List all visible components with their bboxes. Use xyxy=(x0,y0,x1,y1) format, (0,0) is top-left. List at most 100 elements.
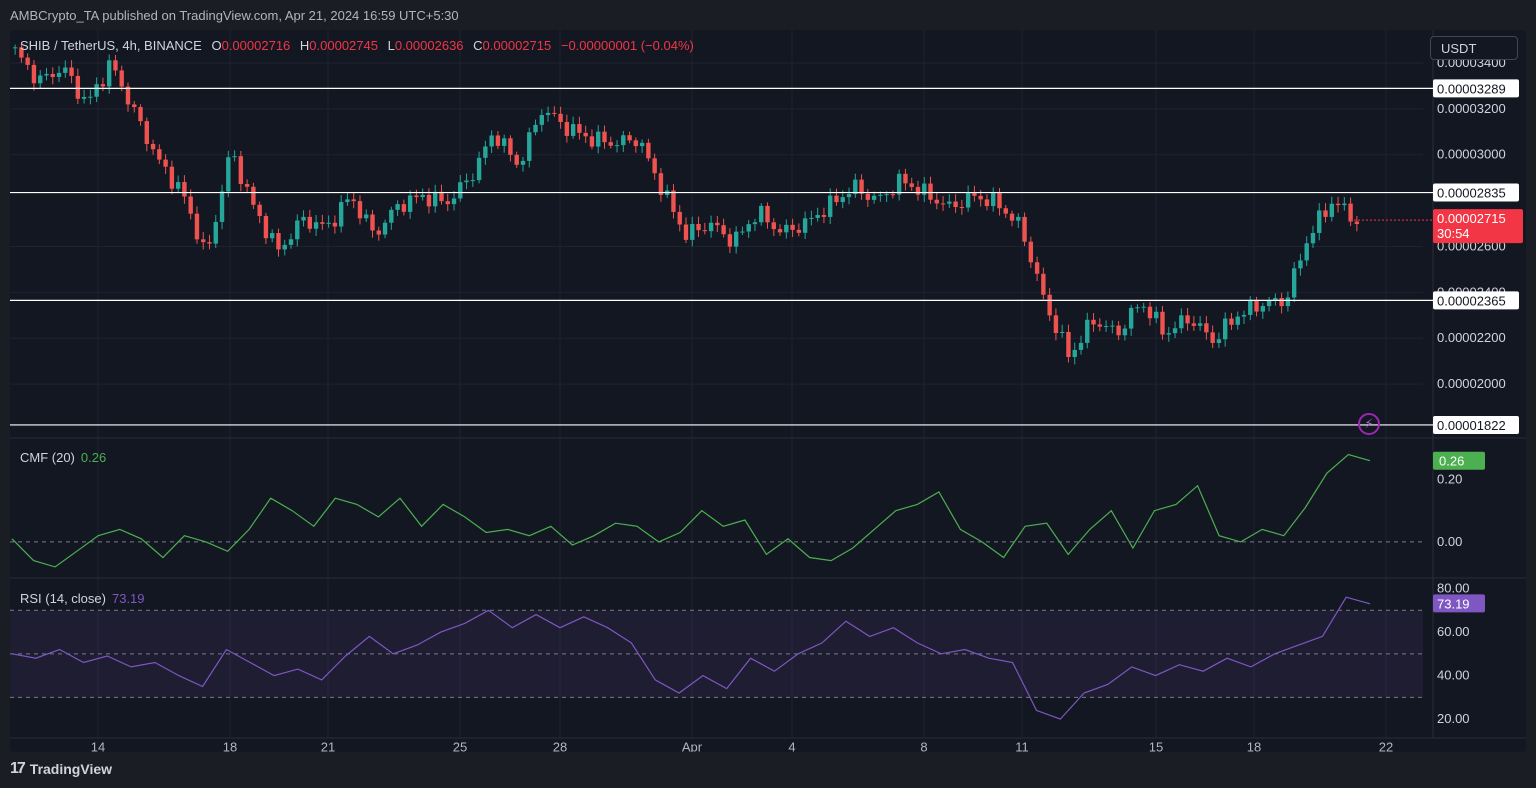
open-label: O xyxy=(211,38,222,53)
candle-body xyxy=(1216,339,1222,343)
candle-body xyxy=(276,233,281,250)
level-label-bg xyxy=(1433,183,1519,202)
candle-body xyxy=(545,112,551,116)
candle-body xyxy=(345,199,350,203)
candle-body xyxy=(75,75,81,99)
candle-body xyxy=(370,214,375,231)
candle-body xyxy=(614,145,620,147)
rsi-title[interactable]: RSI (14, close) xyxy=(20,591,106,606)
candle-body xyxy=(238,156,244,185)
candle-body xyxy=(702,230,708,232)
candle-body xyxy=(903,173,908,184)
candle-body xyxy=(922,183,927,195)
candle-body xyxy=(426,194,432,207)
candle-body xyxy=(1047,294,1052,316)
candle-body xyxy=(489,135,494,147)
candle-body xyxy=(194,213,200,240)
candle-body xyxy=(270,233,275,239)
candle-body xyxy=(928,183,933,200)
date-tick-label: Apr xyxy=(682,740,703,752)
candle-body xyxy=(1241,314,1247,317)
candle-body xyxy=(476,157,482,181)
rsi-current-value: 73.19 xyxy=(111,591,145,606)
candle-body xyxy=(1266,300,1272,307)
candle-body xyxy=(884,194,889,196)
candle-body xyxy=(940,203,946,205)
currency-selector[interactable]: USDT xyxy=(1430,36,1518,60)
candle-body xyxy=(1028,241,1034,263)
change-value: −0.00000001 (−0.04%) xyxy=(560,38,694,53)
candle-body xyxy=(991,191,996,207)
rsi-legend: RSI (14, close) 73.19 xyxy=(20,591,145,606)
candle-body xyxy=(639,142,645,147)
date-tick-label: 15 xyxy=(1149,740,1163,752)
rsi-tick-label: 20.00 xyxy=(1437,711,1470,726)
price-tick-label: 0.00002200 xyxy=(1437,330,1506,345)
candle-body xyxy=(407,195,413,212)
footer-brand: 17 TradingView xyxy=(10,760,112,778)
candle-body xyxy=(1034,262,1040,274)
ohlc-legend: SHIB / TetherUS, 4h, BINANCE O0.00002716… xyxy=(20,38,694,53)
candle-body xyxy=(871,195,877,200)
candle-body xyxy=(527,132,532,161)
level-label: 0.00002365 xyxy=(1437,293,1506,308)
candle-body xyxy=(1078,342,1084,350)
candle-body xyxy=(752,222,758,225)
candle-body xyxy=(1160,311,1165,335)
candle-body xyxy=(1097,324,1102,327)
candle-body xyxy=(1273,298,1278,301)
candle-body xyxy=(646,142,651,159)
candle-body xyxy=(533,124,538,133)
candle-body xyxy=(1291,268,1297,298)
candle-body xyxy=(382,222,388,235)
chart-canvas[interactable]: 14 18 21 25 28 Apr 4 8 11 15 18 220.000034000.00003… xyxy=(10,30,1526,752)
candle-body xyxy=(602,131,607,143)
candle-body xyxy=(828,195,833,217)
high-value: 0.00002745 xyxy=(309,38,378,53)
candle-body xyxy=(1179,315,1184,329)
candle-body xyxy=(445,201,450,205)
candle-body xyxy=(677,211,682,225)
candle-body xyxy=(978,195,983,200)
cmf-title[interactable]: CMF (20) xyxy=(20,450,75,465)
candle-body xyxy=(759,205,764,223)
candle-body xyxy=(338,202,344,227)
publisher-line: AMBCrypto_TA published on TradingView.co… xyxy=(10,8,459,23)
chart-frame xyxy=(10,30,1526,752)
candle-body xyxy=(984,199,990,207)
candle-body xyxy=(690,223,695,240)
candle-body xyxy=(464,180,469,183)
candle-body xyxy=(896,173,902,195)
level-label-bg xyxy=(1433,415,1519,434)
candle-body xyxy=(169,166,175,189)
candle-body xyxy=(740,231,745,233)
candle-body xyxy=(132,104,137,108)
symbol-title[interactable]: SHIB / TetherUS, 4h, BINANCE xyxy=(20,38,202,53)
candle-body xyxy=(1072,349,1077,358)
date-tick-label: 18 xyxy=(223,740,237,752)
candle-body xyxy=(251,186,256,205)
candle-body xyxy=(558,113,563,122)
candle-body xyxy=(1329,203,1334,217)
candle-body xyxy=(1141,306,1146,308)
candle-body xyxy=(263,215,269,239)
candle-body xyxy=(972,192,977,196)
lightning-bolt-icon[interactable]: ⚡ xyxy=(1358,413,1380,435)
candle-body xyxy=(163,159,168,167)
date-tick-label: 28 xyxy=(553,740,567,752)
candle-body xyxy=(627,135,632,141)
candle-body xyxy=(288,239,294,245)
candle-body xyxy=(746,224,751,232)
date-tick-label: 21 xyxy=(321,740,335,752)
candle-body xyxy=(809,217,814,219)
candle-body xyxy=(796,229,802,233)
candle-body xyxy=(1229,318,1234,325)
candle-body xyxy=(1147,306,1153,319)
candle-body xyxy=(320,222,325,224)
candle-body xyxy=(100,84,106,87)
candle-body xyxy=(909,183,914,187)
candle-body xyxy=(219,191,225,222)
candle-body xyxy=(633,140,639,147)
candle-body xyxy=(846,194,852,198)
candle-body xyxy=(997,191,1002,209)
